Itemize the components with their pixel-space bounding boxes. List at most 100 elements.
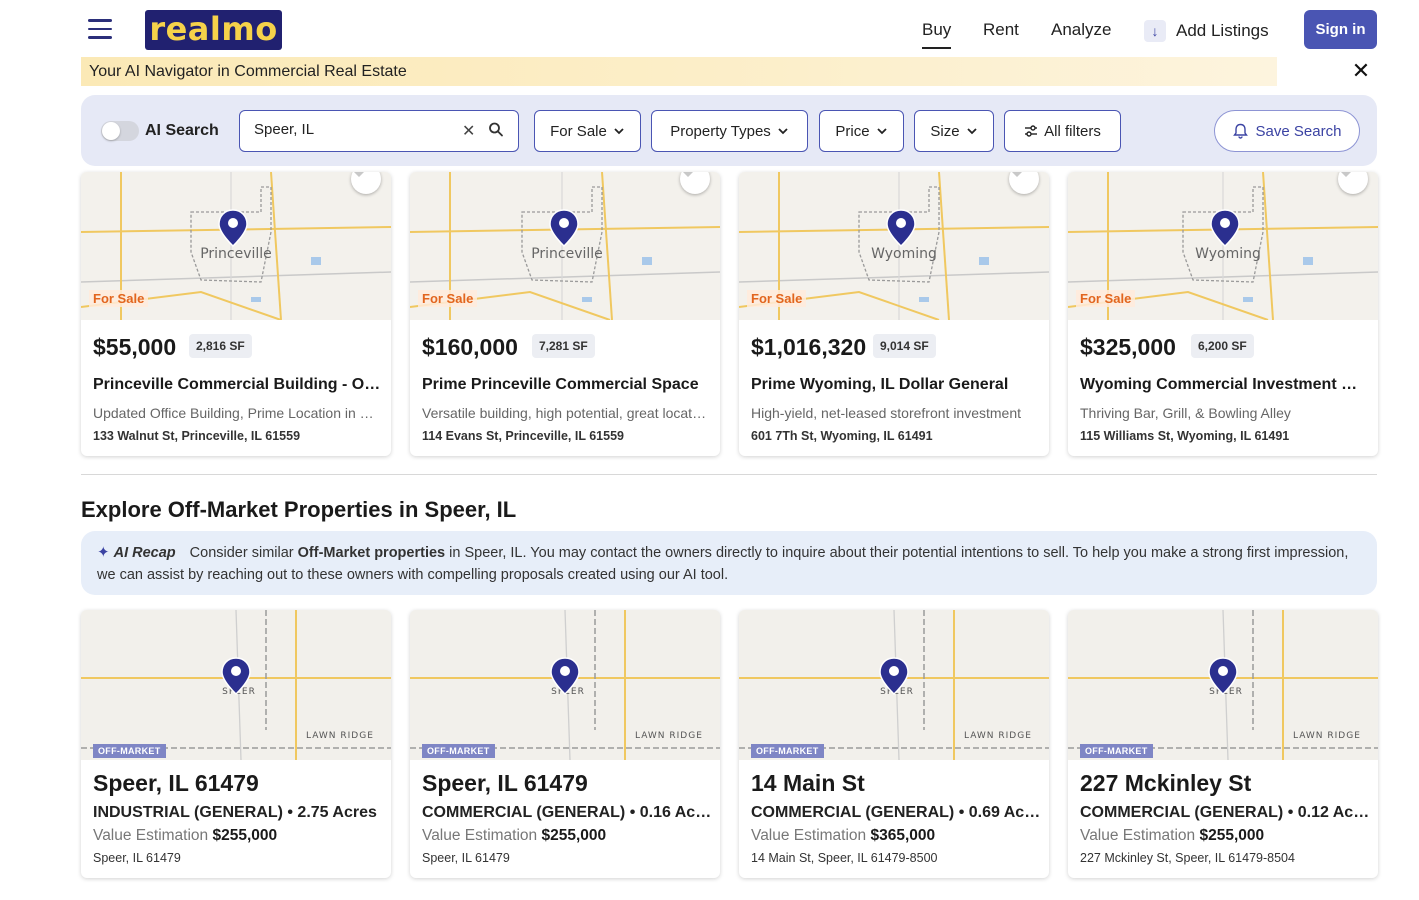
- offmarket-address: 14 Main St, Speer, IL 61479-8500: [751, 851, 938, 865]
- listing-card[interactable]: Princeville For Sale $160,000 7,281 SF Prime…: [410, 172, 720, 456]
- offmarket-title[interactable]: Speer, IL 61479: [422, 770, 588, 796]
- nav-rent[interactable]: Rent: [983, 20, 1019, 39]
- listing-price: $55,000: [93, 334, 177, 360]
- nav-analyze[interactable]: Analyze: [1051, 20, 1112, 39]
- value-estimation-amount: $255,000: [212, 827, 278, 844]
- listing-description: High-yield, net-leased storefront invest…: [751, 405, 1022, 421]
- for-sale-tag: For Sale: [89, 290, 149, 307]
- location-search-input[interactable]: [254, 121, 444, 138]
- listing-map[interactable]: Princeville For Sale: [81, 172, 391, 320]
- ai-search-toggle[interactable]: [101, 121, 139, 141]
- listing-title[interactable]: Princeville Commercial Building - Office: [93, 376, 381, 393]
- map-pin-icon: [549, 209, 579, 248]
- offmarket-zoning: COMMERCIAL (GENERAL) • 0.16 Acres: [422, 804, 712, 821]
- add-listings-button[interactable]: ↓ Add Listings: [1144, 20, 1269, 42]
- listing-map[interactable]: Wyoming For Sale: [1068, 172, 1378, 320]
- property-types-dropdown[interactable]: Property Types: [651, 110, 808, 152]
- map-pin-icon: [550, 657, 580, 696]
- price-dropdown[interactable]: Price: [819, 110, 904, 152]
- top-header: realmo Buy Rent Analyze ↓ Add Listings S…: [0, 0, 1419, 58]
- listing-card[interactable]: Wyoming For Sale $1,016,320 9,014 SF Prime W…: [739, 172, 1049, 456]
- favorite-heart-icon[interactable]: [1338, 172, 1368, 194]
- value-estimation: Value Estimation $365,000: [751, 827, 935, 845]
- ai-recap-text: ✦ AI Recap Consider similar Off-Market pr…: [97, 542, 1362, 586]
- value-estimation-label: Value Estimation: [1080, 827, 1196, 844]
- map-city-label: Wyoming: [871, 246, 937, 262]
- offmarket-title[interactable]: 227 Mckinley St: [1080, 770, 1252, 796]
- sliders-icon: [1025, 125, 1038, 137]
- listing-card[interactable]: Princeville For Sale $55,000 2,816 SF Prince…: [81, 172, 391, 456]
- menu-icon[interactable]: [88, 19, 112, 39]
- size-dropdown[interactable]: Size: [914, 110, 994, 152]
- realmo-logo[interactable]: realmo: [145, 10, 282, 50]
- offmarket-zoning: COMMERCIAL (GENERAL) • 0.12 Acres: [1080, 804, 1370, 821]
- map-ridge-label: LAWN RIDGE: [306, 731, 374, 741]
- listing-description: Thriving Bar, Grill, & Bowling Alley: [1080, 405, 1291, 421]
- value-estimation-amount: $255,000: [1199, 827, 1265, 844]
- search-icon[interactable]: [488, 121, 504, 139]
- listing-map[interactable]: Wyoming For Sale: [739, 172, 1049, 320]
- map-pin-icon: [221, 657, 251, 696]
- value-estimation-amount: $365,000: [870, 827, 936, 844]
- offmarket-address: Speer, IL 61479: [422, 851, 510, 865]
- off-market-badge: OFF-MARKET: [751, 744, 824, 758]
- listing-description: Versatile building, high potential, grea…: [422, 405, 708, 421]
- sign-in-button[interactable]: Sign in: [1304, 10, 1377, 49]
- listing-title[interactable]: Wyoming Commercial Investment Opportunit…: [1080, 376, 1368, 393]
- value-estimation-label: Value Estimation: [422, 827, 538, 844]
- listing-title[interactable]: Prime Princeville Commercial Space: [422, 376, 699, 393]
- all-filters-label: All filters: [1044, 122, 1101, 140]
- offmarket-zoning: COMMERCIAL (GENERAL) • 0.69 Acres: [751, 804, 1041, 821]
- favorite-heart-icon[interactable]: [680, 172, 710, 194]
- for-sale-tag: For Sale: [1076, 290, 1136, 307]
- add-listings-label: Add Listings: [1176, 21, 1269, 40]
- map-pin-icon: [879, 657, 909, 696]
- offmarket-title[interactable]: Speer, IL 61479: [93, 770, 259, 796]
- for-sale-dropdown[interactable]: For Sale: [534, 110, 641, 152]
- banner-text: Your AI Navigator in Commercial Real Est…: [89, 63, 407, 80]
- listing-price: $1,016,320: [751, 334, 867, 360]
- size-dropdown-label: Size: [930, 122, 960, 140]
- all-filters-button[interactable]: All filters: [1004, 110, 1121, 152]
- map-ridge-label: LAWN RIDGE: [964, 731, 1032, 741]
- favorite-heart-icon[interactable]: [351, 172, 381, 194]
- listing-map[interactable]: Princeville For Sale: [410, 172, 720, 320]
- chevron-down-icon: [966, 128, 977, 135]
- map-pin-icon: [1210, 209, 1240, 248]
- map-city-label: Wyoming: [1195, 246, 1261, 262]
- value-estimation-label: Value Estimation: [751, 827, 867, 844]
- square-feet-badge: 9,014 SF: [873, 334, 936, 358]
- save-search-label: Save Search: [1255, 122, 1342, 140]
- section-divider: [81, 474, 1377, 475]
- nav-buy[interactable]: Buy: [922, 20, 952, 49]
- offmarket-zoning: INDUSTRIAL (GENERAL) • 2.75 Acres: [93, 804, 377, 821]
- map-pin-icon: [218, 209, 248, 248]
- square-feet-badge: 6,200 SF: [1191, 334, 1254, 358]
- chevron-down-icon: [614, 128, 624, 135]
- favorite-heart-icon[interactable]: [1009, 172, 1039, 194]
- save-search-button[interactable]: Save Search: [1214, 110, 1360, 152]
- ai-recap-label: AI Recap: [113, 545, 176, 561]
- offmarket-title[interactable]: 14 Main St: [751, 770, 865, 796]
- location-search-box: ✕: [239, 110, 519, 152]
- listing-price: $325,000: [1080, 334, 1176, 360]
- value-estimation: Value Estimation $255,000: [93, 827, 277, 845]
- for-sale-tag: For Sale: [747, 290, 807, 307]
- offmarket-address: Speer, IL 61479: [93, 851, 181, 865]
- chevron-down-icon: [778, 128, 788, 135]
- listing-card[interactable]: Wyoming For Sale $325,000 6,200 SF Wyoming C…: [1068, 172, 1378, 456]
- clear-icon[interactable]: ✕: [462, 123, 476, 140]
- close-icon[interactable]: ✕: [1351, 58, 1371, 83]
- value-estimation-label: Value Estimation: [93, 827, 209, 844]
- listing-title[interactable]: Prime Wyoming, IL Dollar General: [751, 376, 1009, 393]
- search-bar: AI Search ✕ For Sale Property Types Pric…: [81, 95, 1377, 166]
- square-feet-badge: 7,281 SF: [532, 334, 595, 358]
